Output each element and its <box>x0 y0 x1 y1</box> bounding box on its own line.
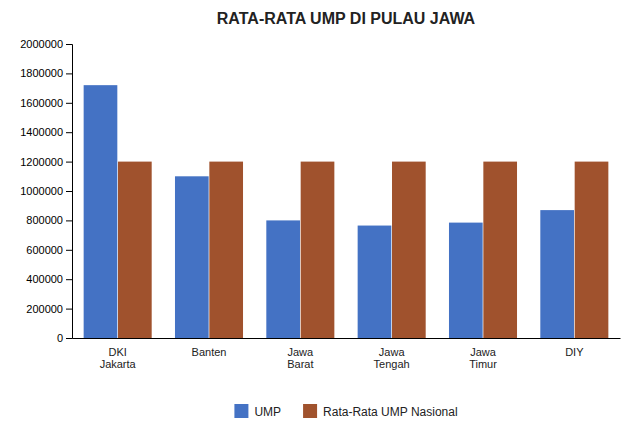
bar <box>449 223 483 338</box>
legend-item: Rata-Rata UMP Nasional <box>303 404 458 419</box>
y-tick: 2000000 <box>20 38 72 50</box>
x-tick: JawaTimur <box>469 346 497 371</box>
y-tick-mark <box>66 103 72 104</box>
y-tick-mark <box>66 220 72 221</box>
y-tick-label: 800000 <box>26 214 63 226</box>
y-tick: 1800000 <box>20 67 72 79</box>
y-tick: 800000 <box>26 214 72 226</box>
x-tick-label: JawaTengah <box>374 346 410 371</box>
x-tick-label: Banten <box>192 346 227 358</box>
x-tick-label-line: Jawa <box>379 346 406 358</box>
y-tick-mark <box>66 279 72 280</box>
legend-swatch <box>303 404 317 418</box>
y-tick-mark <box>66 162 72 163</box>
y-tick: 1600000 <box>20 97 72 109</box>
x-tick-label-line: Timur <box>469 358 497 370</box>
y-tick-mark <box>66 44 72 45</box>
y-tick: 200000 <box>26 303 72 315</box>
x-tick-label-line: Jawa <box>470 346 497 358</box>
y-tick-label: 1800000 <box>20 67 63 79</box>
y-tick-label: 1600000 <box>20 97 63 109</box>
x-tick: Banten <box>192 346 227 358</box>
x-tick: JawaBarat <box>287 346 314 371</box>
y-tick-label: 0 <box>57 332 63 344</box>
y-tick-mark <box>66 250 72 251</box>
y-tick-mark <box>66 73 72 74</box>
y-tick-mark <box>66 132 72 133</box>
bar <box>575 162 609 338</box>
x-tick-label: JawaTimur <box>469 346 497 371</box>
bar <box>118 162 152 338</box>
y-tick-label: 600000 <box>26 244 63 256</box>
y-tick-mark <box>66 338 72 339</box>
y-tick: 600000 <box>26 244 72 256</box>
x-axis-line <box>73 338 621 339</box>
bar <box>266 220 300 338</box>
y-tick-label: 1400000 <box>20 126 63 138</box>
x-tick-label-line: Jawa <box>287 346 314 358</box>
x-axis: DKIJakartaBantenJawaBaratJawaTengahJawaT… <box>73 339 621 371</box>
x-tick-label-line: Tengah <box>374 358 410 370</box>
chart: RATA-RATA UMP DI PULAU JAWA 0 200000 400000… <box>0 0 640 434</box>
y-tick: 1400000 <box>20 126 72 138</box>
x-tick: DIY <box>565 346 584 358</box>
x-tick-label: JawaBarat <box>287 346 314 371</box>
y-tick: 1000000 <box>20 185 72 197</box>
y-tick-label: 200000 <box>26 303 63 315</box>
y-tick-mark <box>66 309 72 310</box>
bar <box>540 210 574 338</box>
bar <box>301 162 335 338</box>
y-tick-label: 400000 <box>26 273 63 285</box>
legend: UMP Rata-Rata UMP Nasional <box>234 404 457 419</box>
series <box>118 162 608 338</box>
x-tick-label-line: Banten <box>192 346 227 358</box>
x-tick-label-line: DIY <box>565 346 584 358</box>
y-tick-mark <box>66 191 72 192</box>
legend-item: UMP <box>234 404 281 419</box>
x-tick-label-line: Barat <box>287 358 313 370</box>
bar <box>209 162 243 338</box>
legend-label: Rata-Rata UMP Nasional <box>323 405 458 419</box>
bar <box>483 162 517 338</box>
bar <box>358 226 392 338</box>
plot: 0 200000 400000 600000 800000 1000000 1200000 1… <box>20 38 620 370</box>
y-axis: 0 200000 400000 600000 800000 1000000 1200000 1… <box>20 38 72 344</box>
bar <box>84 85 118 338</box>
series <box>84 85 574 338</box>
x-tick: JawaTengah <box>374 346 410 371</box>
y-tick: 0 <box>57 332 72 344</box>
bar <box>392 162 426 338</box>
x-tick-label: DIY <box>565 346 584 358</box>
y-tick-label: 2000000 <box>20 38 63 50</box>
y-tick-label: 1000000 <box>20 185 63 197</box>
y-tick-label: 1200000 <box>20 156 63 168</box>
y-tick: 1200000 <box>20 156 72 168</box>
title: RATA-RATA UMP DI PULAU JAWA <box>217 10 476 27</box>
legend-swatch <box>234 404 248 418</box>
x-tick-label: DKIJakarta <box>100 346 137 371</box>
bars <box>84 85 609 338</box>
y-tick: 400000 <box>26 273 72 285</box>
x-tick: DKIJakarta <box>100 346 137 371</box>
bar <box>175 176 209 338</box>
x-tick-label-line: DKI <box>108 346 126 358</box>
x-tick-label-line: Jakarta <box>100 358 137 370</box>
legend-label: UMP <box>254 405 281 419</box>
y-axis-line <box>66 45 73 339</box>
